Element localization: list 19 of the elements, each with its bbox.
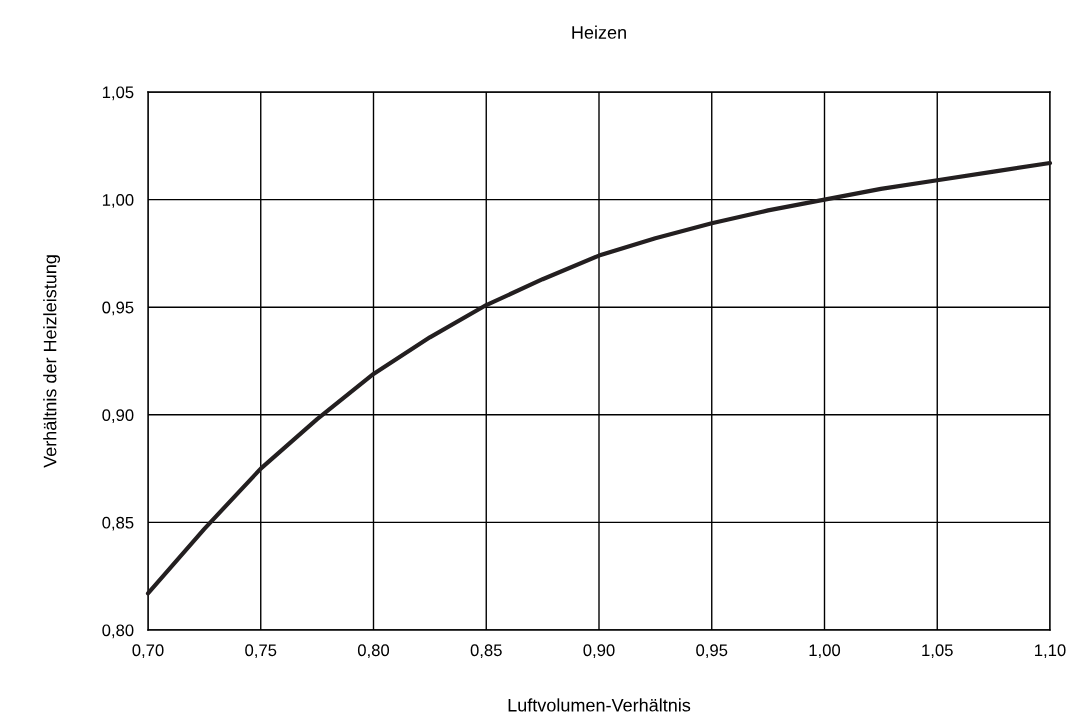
x-tick-label: 0,70 xyxy=(132,644,164,659)
x-tick-label: 0,75 xyxy=(245,644,277,659)
y-tick-label: 0,95 xyxy=(102,301,134,316)
x-tick-label: 1,10 xyxy=(1035,644,1066,659)
y-tick-label: 0,90 xyxy=(102,409,134,423)
y-tick-label: 1,05 xyxy=(102,86,134,101)
x-tick-label: 0,90 xyxy=(583,644,615,659)
y-tick-label: 1,00 xyxy=(102,194,134,208)
x-tick-label: 0,80 xyxy=(357,644,390,659)
x-tick-label: 0,85 xyxy=(470,644,502,659)
y-tick-label: 0,80 xyxy=(102,624,134,639)
chart-title: Heizen xyxy=(572,25,626,39)
line-series xyxy=(145,160,1053,596)
x-tick-label: 1,00 xyxy=(809,644,841,659)
y-axis-title: Verhältnis der Heizleistung xyxy=(43,255,61,468)
y-tick-label: 0,85 xyxy=(102,516,134,531)
x-tick-label: 0,95 xyxy=(696,644,728,659)
x-tick-label: 1,05 xyxy=(922,644,953,659)
x-axis-title: Luftvolumen-Verhältnis xyxy=(508,698,691,712)
